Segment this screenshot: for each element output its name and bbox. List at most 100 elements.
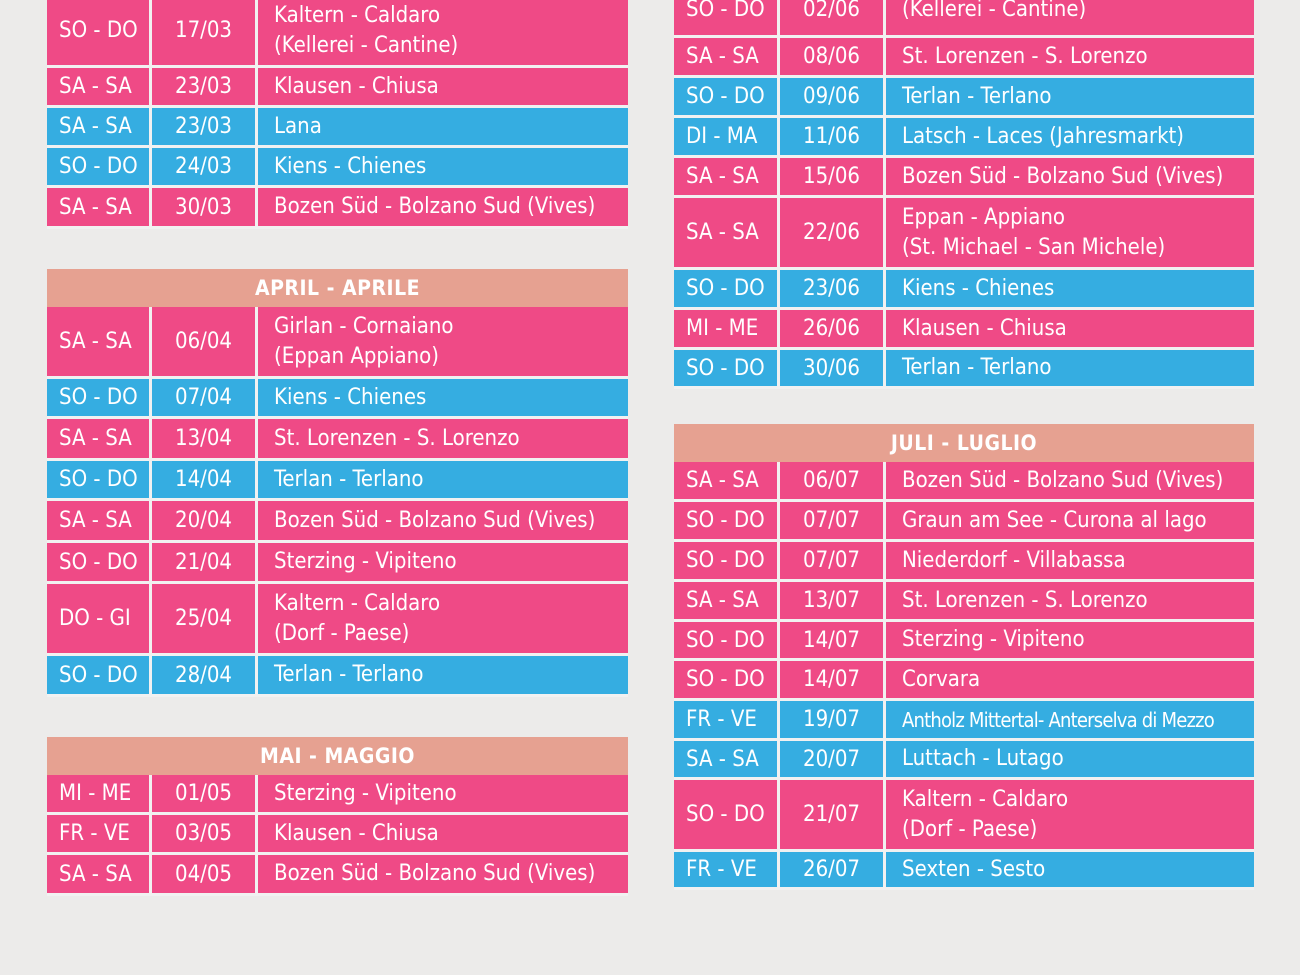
weekday-cell: SA - SA xyxy=(674,741,780,777)
weekday-cell: SA - SA xyxy=(47,68,152,105)
weekday-cell: SO - DO xyxy=(674,270,780,307)
table-row: MI - ME 01/05 Sterzing - Vipiteno xyxy=(47,775,628,815)
date-cell: 15/06 xyxy=(780,158,886,195)
weekday-cell: SO - DO xyxy=(47,656,152,694)
weekday-cell: SO - DO xyxy=(674,502,780,539)
weekday-cell: SA - SA xyxy=(47,855,152,893)
date-cell: 03/05 xyxy=(152,815,258,852)
location-cell: Bozen Süd - Bolzano Sud (Vives) xyxy=(886,158,1254,195)
location-cell: Niederdorf - Villabassa xyxy=(886,542,1254,579)
location-cell: (Kellerei - Cantine) xyxy=(886,0,1254,35)
table-row: FR - VE 26/07 Sexten - Sesto xyxy=(674,852,1254,890)
location-line: Eppan - Appiano xyxy=(902,204,1065,230)
table-row: SO - DO 07/07 Niederdorf - Villabassa xyxy=(674,542,1254,582)
location-cell: St. Lorenzen - S. Lorenzo xyxy=(886,582,1254,619)
table-row: SA - SA 30/03 Bozen Süd - Bolzano Sud (Viv… xyxy=(47,188,628,229)
weekday-cell: SO - DO xyxy=(674,0,780,35)
location-line: Luttach - Lutago xyxy=(902,746,1064,771)
date-cell: 07/07 xyxy=(780,502,886,539)
weekday-cell: SA - SA xyxy=(674,462,780,499)
location-line: Niederdorf - Villabassa xyxy=(902,547,1126,573)
table-row: SO - DO 14/04 Terlan - Terlano xyxy=(47,461,628,501)
table-row: SO - DO 21/04 Sterzing - Vipiteno xyxy=(47,543,628,584)
location-line: (Dorf - Paese) xyxy=(274,620,410,646)
table-row: SA - SA 23/03 Lana xyxy=(47,108,628,148)
date-cell: 09/06 xyxy=(780,78,886,115)
date-cell: 20/07 xyxy=(780,741,886,777)
location-cell: Kaltern - Caldaro (Dorf - Paese) xyxy=(258,584,628,653)
location-line: Terlan - Terlano xyxy=(274,466,424,492)
location-cell: Terlan - Terlano xyxy=(258,461,628,498)
date-cell: 24/03 xyxy=(152,148,258,185)
location-line: (Eppan Appiano) xyxy=(274,343,439,369)
location-line: Kaltern - Caldaro xyxy=(274,590,441,616)
location-line: Antholz Mittertal- Anterselva di Mezzo xyxy=(902,707,1215,732)
table-row: SO - DO 30/06 Terlan - Terlano xyxy=(674,350,1254,389)
location-cell: Terlan - Terlano xyxy=(886,78,1254,115)
june-table: SO - DO 02/06 (Kellerei - Cantine) SA - SA 0… xyxy=(674,0,1254,389)
date-cell: 14/04 xyxy=(152,461,258,498)
date-cell: 30/06 xyxy=(780,350,886,386)
location-line: Bozen Süd - Bolzano Sud (Vives) xyxy=(274,861,596,886)
weekday-cell: SA - SA xyxy=(674,38,780,75)
table-row: SA - SA 06/04 Girlan - Cornaiano (Eppan App… xyxy=(47,307,628,379)
location-line: Kaltern - Caldaro xyxy=(902,786,1069,812)
location-line: (Kellerei - Cantine) xyxy=(902,0,1087,22)
date-cell: 07/07 xyxy=(780,542,886,579)
location-line: Klausen - Chiusa xyxy=(902,315,1067,341)
location-cell: St. Lorenzen - S. Lorenzo xyxy=(886,38,1254,75)
weekday-cell: SA - SA xyxy=(674,158,780,195)
location-cell: Kaltern - Caldaro (Kellerei - Cantine) xyxy=(258,0,628,65)
table-row: FR - VE 03/05 Klausen - Chiusa xyxy=(47,815,628,855)
weekday-cell: SO - DO xyxy=(47,148,152,185)
table-row: SO - DO 17/03 Kaltern - Caldaro (Kellerei -… xyxy=(47,0,628,68)
location-cell: Graun am See - Curona al lago xyxy=(886,502,1254,539)
date-cell: 22/06 xyxy=(780,198,886,267)
location-cell: Sterzing - Vipiteno xyxy=(258,775,628,812)
weekday-cell: FR - VE xyxy=(47,815,152,852)
location-line: Klausen - Chiusa xyxy=(274,820,439,846)
location-line: Kiens - Chienes xyxy=(902,275,1055,301)
weekday-cell: SO - DO xyxy=(674,661,780,698)
date-cell: 25/04 xyxy=(152,584,258,653)
table-row: SA - SA 20/04 Bozen Süd - Bolzano Sud (Viv… xyxy=(47,501,628,543)
date-cell: 23/06 xyxy=(780,270,886,307)
location-line: Terlan - Terlano xyxy=(274,662,424,687)
weekday-cell: SO - DO xyxy=(674,350,780,386)
location-line: Kiens - Chienes xyxy=(274,153,427,179)
table-row: SO - DO 14/07 Sterzing - Vipiteno xyxy=(674,622,1254,661)
location-cell: Bozen Süd - Bolzano Sud (Vives) xyxy=(258,855,628,893)
location-cell: Sterzing - Vipiteno xyxy=(886,622,1254,658)
location-line: Klausen - Chiusa xyxy=(274,73,439,99)
location-line: (Dorf - Paese) xyxy=(902,816,1038,842)
date-cell: 26/06 xyxy=(780,310,886,347)
location-cell: Terlan - Terlano xyxy=(258,656,628,694)
weekday-cell: SO - DO xyxy=(47,379,152,416)
location-cell: Sterzing - Vipiteno xyxy=(258,543,628,581)
location-line: (St. Michael - San Michele) xyxy=(902,234,1166,260)
table-row: SA - SA 13/07 St. Lorenzen - S. Lorenzo xyxy=(674,582,1254,622)
table-row: SA - SA 15/06 Bozen Süd - Bolzano Sud (Viv… xyxy=(674,158,1254,198)
location-cell: Kiens - Chienes xyxy=(258,379,628,416)
location-cell: Girlan - Cornaiano (Eppan Appiano) xyxy=(258,307,628,376)
weekday-cell: DI - MA xyxy=(674,118,780,155)
date-cell: 06/07 xyxy=(780,462,886,499)
weekday-cell: DO - GI xyxy=(47,584,152,653)
march-table: SO - DO 17/03 Kaltern - Caldaro (Kellerei -… xyxy=(47,0,628,229)
location-cell: Kiens - Chienes xyxy=(886,270,1254,307)
location-line: Bozen Süd - Bolzano Sud (Vives) xyxy=(902,467,1224,493)
july-header: JULI - LUGLIO xyxy=(674,424,1254,462)
table-row: SO - DO 23/06 Kiens - Chienes xyxy=(674,270,1254,310)
location-cell: Antholz Mittertal- Anterselva di Mezzo xyxy=(886,701,1254,738)
table-row: SA - SA 08/06 St. Lorenzen - S. Lorenzo xyxy=(674,38,1254,78)
location-line: Corvara xyxy=(902,666,981,692)
table-row: DO - GI 25/04 Kaltern - Caldaro (Dorf - Pae… xyxy=(47,584,628,656)
date-cell: 23/03 xyxy=(152,68,258,105)
table-row: FR - VE 19/07 Antholz Mittertal- Anterselv… xyxy=(674,701,1254,741)
location-line: Bozen Süd - Bolzano Sud (Vives) xyxy=(902,163,1224,189)
table-row: DI - MA 11/06 Latsch - Laces (Jahresmarkt) xyxy=(674,118,1254,158)
location-cell: Bozen Süd - Bolzano Sud (Vives) xyxy=(258,501,628,540)
location-cell: Klausen - Chiusa xyxy=(258,815,628,852)
weekday-cell: SO - DO xyxy=(47,0,152,65)
location-cell: St. Lorenzen - S. Lorenzo xyxy=(258,419,628,458)
